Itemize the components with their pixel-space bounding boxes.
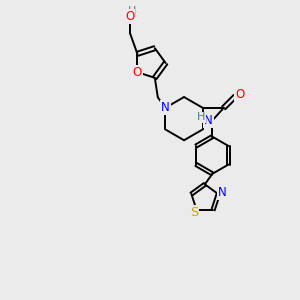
Text: S: S <box>190 206 198 219</box>
Text: N: N <box>218 186 227 200</box>
Text: O: O <box>133 66 142 79</box>
Text: H: H <box>197 112 205 122</box>
Text: N: N <box>161 101 170 114</box>
Text: N: N <box>204 114 213 127</box>
Text: O: O <box>125 10 134 23</box>
Text: O: O <box>235 88 244 101</box>
Text: H: H <box>128 6 136 16</box>
